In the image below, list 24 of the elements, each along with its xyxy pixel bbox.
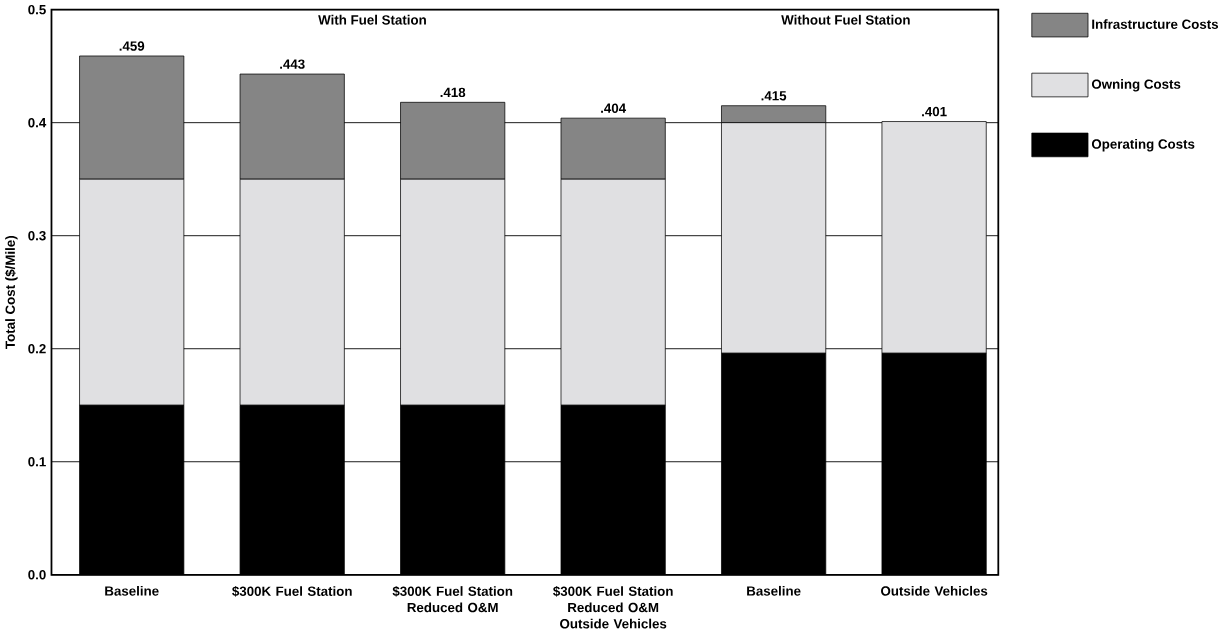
y-tick-label: 0.5 — [28, 4, 46, 15]
legend-label: Owning Costs — [1091, 78, 1181, 92]
total-label: .401 — [922, 106, 947, 117]
x-tick-label: Baseline — [105, 585, 159, 596]
total-label: .415 — [761, 90, 787, 101]
total-label: .459 — [119, 41, 145, 51]
x-tick-label: Baseline — [747, 585, 801, 596]
x-tick-label: $300K Fuel Station — [232, 585, 352, 597]
x-tick-label: $300K Fuel Station Reduced O&M — [392, 585, 513, 613]
y-tick-label: 0.0 — [28, 569, 46, 580]
y-tick-label: 0.4 — [28, 117, 47, 128]
y-axis-title: Total Cost ($/Mile) — [4, 235, 18, 349]
legend-label: Infrastructure Costs — [1092, 18, 1219, 29]
annotation: With Fuel Station — [318, 14, 426, 25]
total-label: .418 — [440, 87, 466, 97]
total-label: .443 — [280, 59, 305, 69]
x-tick-label: Outside Vehicles — [881, 585, 988, 596]
y-tick-label: 0.1 — [28, 456, 46, 467]
legend-label: Operating Costs — [1091, 138, 1195, 152]
y-tick-label: 0.2 — [28, 343, 46, 354]
x-tick-label: $300K Fuel Station Reduced O&M Outside Vehicles — [553, 585, 673, 629]
total-label: .404 — [601, 103, 627, 113]
y-tick-label: 0.3 — [28, 230, 46, 241]
annotation: Without Fuel Station — [781, 14, 910, 25]
